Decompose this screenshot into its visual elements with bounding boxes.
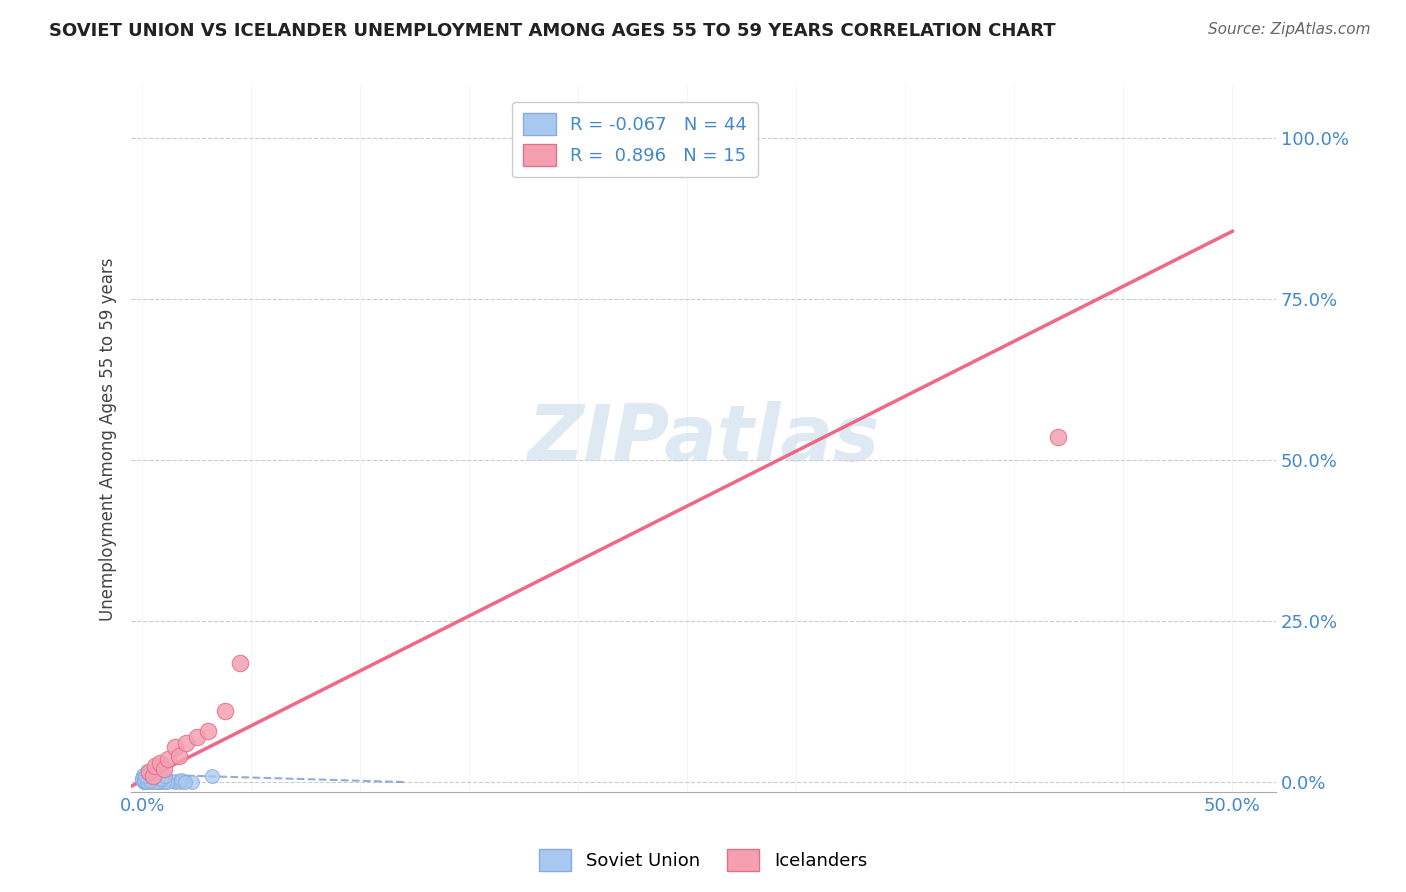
Point <box>135 772 157 786</box>
Point <box>136 767 159 781</box>
Point <box>142 769 165 783</box>
Point <box>141 775 163 789</box>
Point <box>153 775 176 789</box>
Point <box>139 772 162 786</box>
Point <box>136 764 159 778</box>
Point <box>1046 430 1069 444</box>
Point <box>150 772 173 787</box>
Y-axis label: Unemployment Among Ages 55 to 59 years: Unemployment Among Ages 55 to 59 years <box>100 257 117 621</box>
Point <box>142 770 165 784</box>
Point <box>163 775 186 789</box>
Legend: Soviet Union, Icelanders: Soviet Union, Icelanders <box>531 842 875 879</box>
Point <box>135 774 157 789</box>
Point <box>134 774 156 789</box>
Point <box>214 704 236 718</box>
Point <box>131 773 153 788</box>
Point <box>141 772 163 787</box>
Point <box>134 769 156 783</box>
Point <box>135 772 157 787</box>
Point <box>146 775 169 789</box>
Text: SOVIET UNION VS ICELANDER UNEMPLOYMENT AMONG AGES 55 TO 59 YEARS CORRELATION CHA: SOVIET UNION VS ICELANDER UNEMPLOYMENT A… <box>49 22 1056 40</box>
Point <box>143 759 166 773</box>
Point <box>162 774 184 789</box>
Point <box>150 775 173 789</box>
Point <box>132 772 155 787</box>
Point <box>148 769 170 783</box>
Point <box>150 772 173 787</box>
Point <box>139 774 162 789</box>
Point <box>174 736 197 750</box>
Point <box>131 768 153 782</box>
Point <box>169 775 191 789</box>
Text: Source: ZipAtlas.com: Source: ZipAtlas.com <box>1208 22 1371 37</box>
Point <box>197 723 219 738</box>
Point <box>153 762 176 776</box>
Point <box>139 771 162 785</box>
Point <box>149 775 172 789</box>
Text: ZIPatlas: ZIPatlas <box>527 401 880 477</box>
Point <box>156 775 179 789</box>
Point <box>143 775 166 789</box>
Point <box>143 775 166 789</box>
Point <box>163 739 186 754</box>
Point <box>167 749 190 764</box>
Point <box>229 656 252 670</box>
Point <box>157 752 180 766</box>
Point <box>181 775 204 789</box>
Point <box>138 765 160 780</box>
Point <box>138 767 160 781</box>
Point <box>136 775 159 789</box>
Point <box>131 772 153 786</box>
Point <box>138 765 160 780</box>
Point <box>149 756 172 770</box>
Point <box>132 775 155 789</box>
Point <box>201 769 224 783</box>
Point <box>134 773 156 788</box>
Point <box>170 772 193 787</box>
Point <box>186 730 208 744</box>
Legend: R = -0.067   N = 44, R =  0.896   N = 15: R = -0.067 N = 44, R = 0.896 N = 15 <box>512 103 758 178</box>
Point <box>174 775 197 789</box>
Point <box>172 773 194 788</box>
Point <box>131 771 153 785</box>
Point <box>153 769 176 783</box>
Point <box>145 771 167 785</box>
Point <box>132 774 155 789</box>
